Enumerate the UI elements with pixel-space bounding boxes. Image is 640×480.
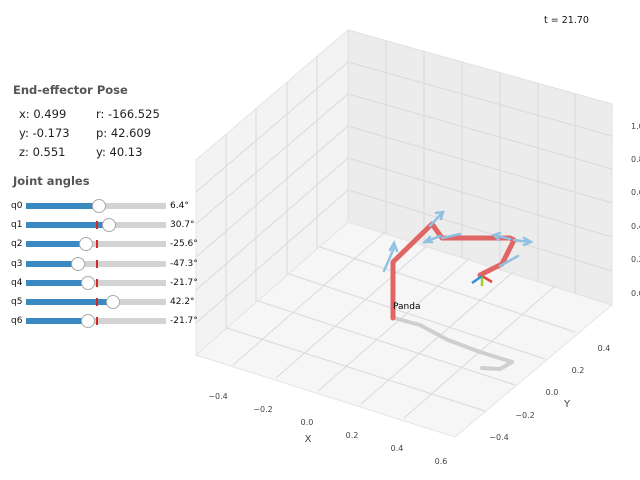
y-axis-label: Y — [563, 399, 571, 410]
x-tick-label: 0.4 — [391, 444, 404, 453]
slider-fill — [26, 280, 88, 286]
z-tick-label: 0.4 — [631, 222, 640, 231]
joint-slider-q1[interactable]: q1 30.7° — [10, 218, 210, 233]
slider-track[interactable] — [26, 237, 166, 251]
joint-slider-q6[interactable]: q6 -21.7° — [10, 314, 210, 329]
slider-handle[interactable] — [79, 237, 94, 251]
z-axis-ticks: 1.0 0.8 0.6 0.4 0.2 0.0 — [631, 122, 640, 298]
joint-slider-q0[interactable]: q0 6.4° — [10, 199, 210, 214]
z-tick-label: 0.8 — [631, 155, 640, 164]
slider-fill — [26, 222, 109, 228]
slider-handle[interactable] — [80, 314, 95, 328]
joint-value: -21.7° — [170, 316, 198, 326]
joint-value: 6.4° — [170, 201, 189, 211]
y-axis-ticks: 0.4 0.2 0.0 −0.2 −0.4 — [489, 344, 610, 442]
slider-zero-marker — [96, 279, 98, 287]
z-tick-label: 1.0 — [631, 122, 640, 131]
joints-title: Joint angles — [13, 174, 90, 188]
slider-zero-marker — [96, 317, 98, 325]
pose-pitch: p: 42.609 — [96, 126, 152, 140]
slider-handle[interactable] — [101, 218, 116, 232]
y-tick-label: 0.4 — [598, 344, 611, 353]
pose-yaw: y: 40.13 — [96, 145, 143, 159]
joint-label: q0 — [11, 201, 23, 211]
joint-label: q5 — [11, 297, 23, 307]
joint-value: 42.2° — [170, 297, 195, 307]
slider-handle[interactable] — [91, 199, 106, 213]
x-tick-label: −0.4 — [208, 392, 227, 401]
x-axis-ticks: −0.4 −0.2 0.0 0.2 0.4 0.6 — [208, 392, 447, 466]
ee-z-axis — [471, 274, 483, 285]
x-tick-label: 0.6 — [435, 457, 448, 466]
slider-fill — [26, 203, 99, 209]
joint-slider-q5[interactable]: q5 42.2° — [10, 295, 210, 310]
slider-zero-marker — [96, 221, 98, 229]
slider-zero-marker — [96, 260, 98, 268]
time-readout: t = 21.70 — [544, 15, 589, 26]
slider-handle[interactable] — [70, 257, 85, 271]
joint-value: -21.7° — [170, 278, 198, 288]
pose-roll: r: -166.525 — [96, 107, 160, 121]
slider-fill — [26, 241, 87, 247]
y-tick-label: −0.2 — [515, 411, 534, 420]
joint-label: q2 — [11, 239, 23, 249]
z-tick-label: 0.0 — [631, 289, 640, 298]
robot-links — [390, 221, 517, 321]
pose-x: x: 0.499 — [19, 107, 67, 121]
joint-label: q4 — [11, 278, 23, 288]
joint-slider-q4[interactable]: q4 -21.7° — [10, 276, 210, 291]
y-tick-label: 0.0 — [546, 388, 559, 397]
y-tick-label: 0.2 — [572, 366, 585, 375]
y-tick-label: −0.4 — [489, 433, 508, 442]
joint-label: q1 — [11, 220, 23, 230]
z-tick-label: 0.6 — [631, 188, 640, 197]
slider-fill — [26, 318, 88, 324]
robot-shadow — [392, 316, 514, 371]
joint-slider-q2[interactable]: q2 -25.6° — [10, 237, 210, 252]
slider-track[interactable] — [26, 276, 166, 290]
slider-handle[interactable] — [105, 295, 120, 309]
ee-x-axis — [481, 274, 493, 284]
slider-track[interactable] — [26, 257, 166, 271]
slider-fill — [26, 299, 113, 305]
joint-value: 30.7° — [170, 220, 195, 230]
joint-slider-q3[interactable]: q3 -47.3° — [10, 257, 210, 272]
x-axis-label: X — [305, 434, 312, 445]
slider-fill — [26, 261, 78, 267]
x-tick-label: 0.2 — [346, 431, 359, 440]
slider-track[interactable] — [26, 199, 166, 213]
slider-zero-marker — [96, 240, 98, 248]
x-tick-label: −0.2 — [253, 405, 272, 414]
slider-zero-marker — [96, 298, 98, 306]
x-tick-label: 0.0 — [301, 418, 314, 427]
slider-handle[interactable] — [80, 276, 95, 290]
joint-label: q3 — [11, 259, 23, 269]
joint-value: -25.6° — [170, 239, 198, 249]
slider-track[interactable] — [26, 218, 166, 232]
joint-label: q6 — [11, 316, 23, 326]
z-tick-label: 0.2 — [631, 255, 640, 264]
grid-lines — [195, 41, 613, 419]
slider-track[interactable] — [26, 314, 166, 328]
robot-label: Panda — [393, 302, 420, 312]
pose-z: z: 0.551 — [19, 145, 66, 159]
pose-title: End-effector Pose — [13, 83, 128, 97]
pose-y: y: -0.173 — [19, 126, 70, 140]
slider-track[interactable] — [26, 295, 166, 309]
frame-arrows — [382, 210, 534, 273]
joint-value: -47.3° — [170, 259, 198, 269]
